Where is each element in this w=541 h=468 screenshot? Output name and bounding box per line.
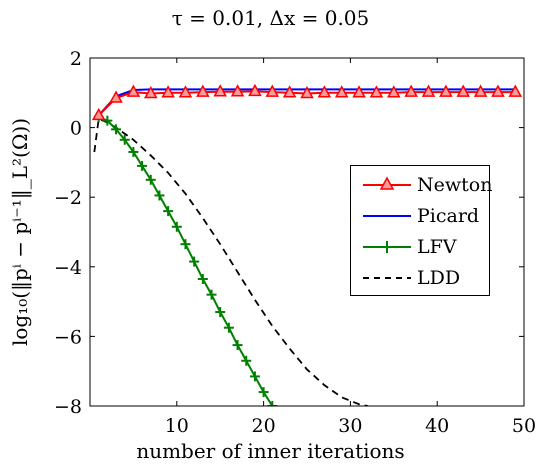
newton-point (248, 83, 262, 97)
lfv-point (189, 256, 200, 267)
newton-point (421, 84, 436, 97)
triangle-marker-icon (363, 176, 411, 190)
y-tick-label: 2 (70, 48, 82, 70)
plus-marker-icon (363, 241, 411, 253)
newton-point (178, 85, 193, 98)
y-tick-label: −2 (54, 187, 82, 209)
lfv-point (154, 190, 165, 201)
lfv-point (163, 206, 174, 217)
newton-point (91, 107, 106, 121)
lfv-point (180, 239, 191, 250)
newton-point (143, 85, 158, 99)
line-icon (363, 215, 411, 217)
lfv-point (258, 387, 269, 398)
series-line-ldd (93, 117, 368, 406)
x-tick-label: 20 (252, 415, 276, 437)
newton-point (404, 84, 418, 97)
lfv-point (215, 307, 226, 318)
lfv-point (232, 340, 243, 351)
x-tick-label: 40 (425, 415, 449, 437)
legend: Newton Picard LFV LDD (350, 165, 493, 296)
newton-point (213, 84, 227, 97)
chart-title: τ = 0.01, Δx = 0.05 (171, 6, 370, 30)
lfv-point (267, 401, 278, 406)
lfv-point (241, 355, 252, 366)
legend-label-ldd: LDD (417, 267, 461, 289)
newton-point (491, 84, 505, 97)
x-tick-label: 30 (338, 415, 362, 437)
dashed-line-icon (363, 277, 411, 279)
y-tick-label: −6 (54, 326, 82, 348)
y-tick-label: −4 (54, 257, 82, 279)
lfv-point (223, 322, 234, 333)
newton-point (334, 85, 349, 98)
lfv-point (111, 124, 122, 135)
newton-point (109, 90, 123, 103)
newton-point (161, 85, 175, 98)
newton-point (196, 84, 210, 97)
lfv-point (137, 160, 148, 171)
newton-point (508, 84, 523, 97)
x-axis-label: number of inner iterations (136, 439, 405, 463)
newton-point (439, 84, 453, 97)
lfv-point (128, 146, 139, 157)
newton-point (317, 85, 332, 98)
newton-point (282, 85, 297, 98)
legend-label-lfv: LFV (417, 236, 457, 258)
newton-point (126, 84, 141, 97)
y-tick-label: 0 (70, 118, 82, 140)
lfv-point (197, 273, 208, 284)
newton-point (369, 85, 384, 98)
legend-item-picard: Picard (351, 201, 489, 231)
newton-point (387, 85, 401, 98)
newton-point (456, 84, 471, 97)
newton-point (352, 85, 366, 98)
legend-label-picard: Picard (417, 205, 480, 227)
x-tick-label: 50 (512, 415, 536, 437)
lfv-point (102, 115, 113, 126)
legend-item-lfv: LFV (351, 232, 489, 262)
newton-point (473, 84, 488, 97)
newton-point (265, 84, 280, 97)
x-tick-label: 10 (165, 415, 189, 437)
y-axis-label: log₁₀(‖pⁱ − pⁱ⁻¹‖_L²(Ω)) (8, 117, 32, 347)
legend-item-newton: Newton (351, 170, 493, 200)
lfv-point (145, 174, 156, 185)
lfv-point (171, 221, 182, 232)
lfv-point (119, 134, 130, 145)
newton-point (230, 84, 245, 97)
lfv-point (249, 371, 260, 382)
legend-label-newton: Newton (417, 174, 493, 196)
newton-point (300, 85, 314, 99)
lfv-point (206, 289, 217, 300)
legend-item-ldd: LDD (351, 263, 489, 293)
y-tick-label: −8 (54, 396, 82, 418)
plot-frame (89, 57, 525, 407)
